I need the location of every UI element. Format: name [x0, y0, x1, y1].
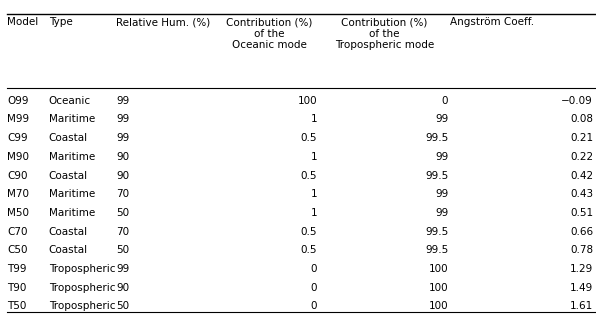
Text: 0.21: 0.21 — [570, 133, 593, 143]
Text: 1.61: 1.61 — [570, 301, 593, 311]
Text: 1: 1 — [311, 189, 317, 199]
Text: Coastal: Coastal — [49, 171, 88, 181]
Text: 99: 99 — [116, 133, 129, 143]
Text: Oceanic: Oceanic — [49, 96, 91, 106]
Text: 0.08: 0.08 — [570, 114, 593, 124]
Text: T99: T99 — [7, 264, 27, 274]
Text: 0.5: 0.5 — [300, 171, 317, 181]
Text: 0.5: 0.5 — [300, 245, 317, 255]
Text: 90: 90 — [116, 283, 129, 293]
Text: 1.29: 1.29 — [570, 264, 593, 274]
Text: 1: 1 — [311, 114, 317, 124]
Text: 90: 90 — [116, 171, 129, 181]
Text: Maritime: Maritime — [49, 114, 95, 124]
Text: 99.5: 99.5 — [425, 245, 448, 255]
Text: 0.66: 0.66 — [570, 227, 593, 236]
Text: Type: Type — [49, 17, 73, 27]
Text: 100: 100 — [429, 301, 448, 311]
Text: 100: 100 — [429, 283, 448, 293]
Text: 99: 99 — [435, 152, 448, 162]
Text: 100: 100 — [297, 96, 317, 106]
Text: Coastal: Coastal — [49, 245, 88, 255]
Text: Coastal: Coastal — [49, 227, 88, 236]
Text: 50: 50 — [116, 301, 129, 311]
Text: C70: C70 — [7, 227, 27, 236]
Text: 50: 50 — [116, 208, 129, 218]
Text: 1: 1 — [311, 208, 317, 218]
Text: Contribution (%)
of the
Tropospheric mode: Contribution (%) of the Tropospheric mod… — [335, 17, 434, 51]
Text: Maritime: Maritime — [49, 152, 95, 162]
Text: 0: 0 — [311, 264, 317, 274]
Text: Tropospheric: Tropospheric — [49, 301, 116, 311]
Text: Angström Coeff.: Angström Coeff. — [449, 17, 534, 27]
Text: C99: C99 — [7, 133, 28, 143]
Text: 0.78: 0.78 — [570, 245, 593, 255]
Text: M70: M70 — [7, 189, 29, 199]
Text: 0: 0 — [442, 96, 448, 106]
Text: 0.43: 0.43 — [570, 189, 593, 199]
Text: T50: T50 — [7, 301, 27, 311]
Text: 99: 99 — [116, 96, 129, 106]
Text: 0: 0 — [311, 283, 317, 293]
Text: 0.5: 0.5 — [300, 133, 317, 143]
Text: T90: T90 — [7, 283, 27, 293]
Text: 100: 100 — [429, 264, 448, 274]
Text: 99: 99 — [116, 264, 129, 274]
Text: 1.49: 1.49 — [570, 283, 593, 293]
Text: 99.5: 99.5 — [425, 133, 448, 143]
Text: 99.5: 99.5 — [425, 171, 448, 181]
Text: 0.42: 0.42 — [570, 171, 593, 181]
Text: C90: C90 — [7, 171, 27, 181]
Text: 1: 1 — [311, 152, 317, 162]
Text: O99: O99 — [7, 96, 29, 106]
Text: 70: 70 — [116, 189, 129, 199]
Text: 90: 90 — [116, 152, 129, 162]
Text: −0.09: −0.09 — [561, 96, 593, 106]
Text: C50: C50 — [7, 245, 27, 255]
Text: 0.51: 0.51 — [570, 208, 593, 218]
Text: 99: 99 — [116, 114, 129, 124]
Text: 70: 70 — [116, 227, 129, 236]
Text: 99.5: 99.5 — [425, 227, 448, 236]
Text: Maritime: Maritime — [49, 208, 95, 218]
Text: Tropospheric: Tropospheric — [49, 264, 116, 274]
Text: 0.22: 0.22 — [570, 152, 593, 162]
Text: 99: 99 — [435, 189, 448, 199]
Text: Model: Model — [7, 17, 38, 27]
Text: M99: M99 — [7, 114, 29, 124]
Text: 0.5: 0.5 — [300, 227, 317, 236]
Text: M50: M50 — [7, 208, 29, 218]
Text: M90: M90 — [7, 152, 29, 162]
Text: Coastal: Coastal — [49, 133, 88, 143]
Text: Tropospheric: Tropospheric — [49, 283, 116, 293]
Text: Maritime: Maritime — [49, 189, 95, 199]
Text: 50: 50 — [116, 245, 129, 255]
Text: 99: 99 — [435, 114, 448, 124]
Text: Contribution (%)
of the
Oceanic mode: Contribution (%) of the Oceanic mode — [226, 17, 312, 51]
Text: 0: 0 — [311, 301, 317, 311]
Text: 99: 99 — [435, 208, 448, 218]
Text: Relative Hum. (%): Relative Hum. (%) — [116, 17, 210, 27]
